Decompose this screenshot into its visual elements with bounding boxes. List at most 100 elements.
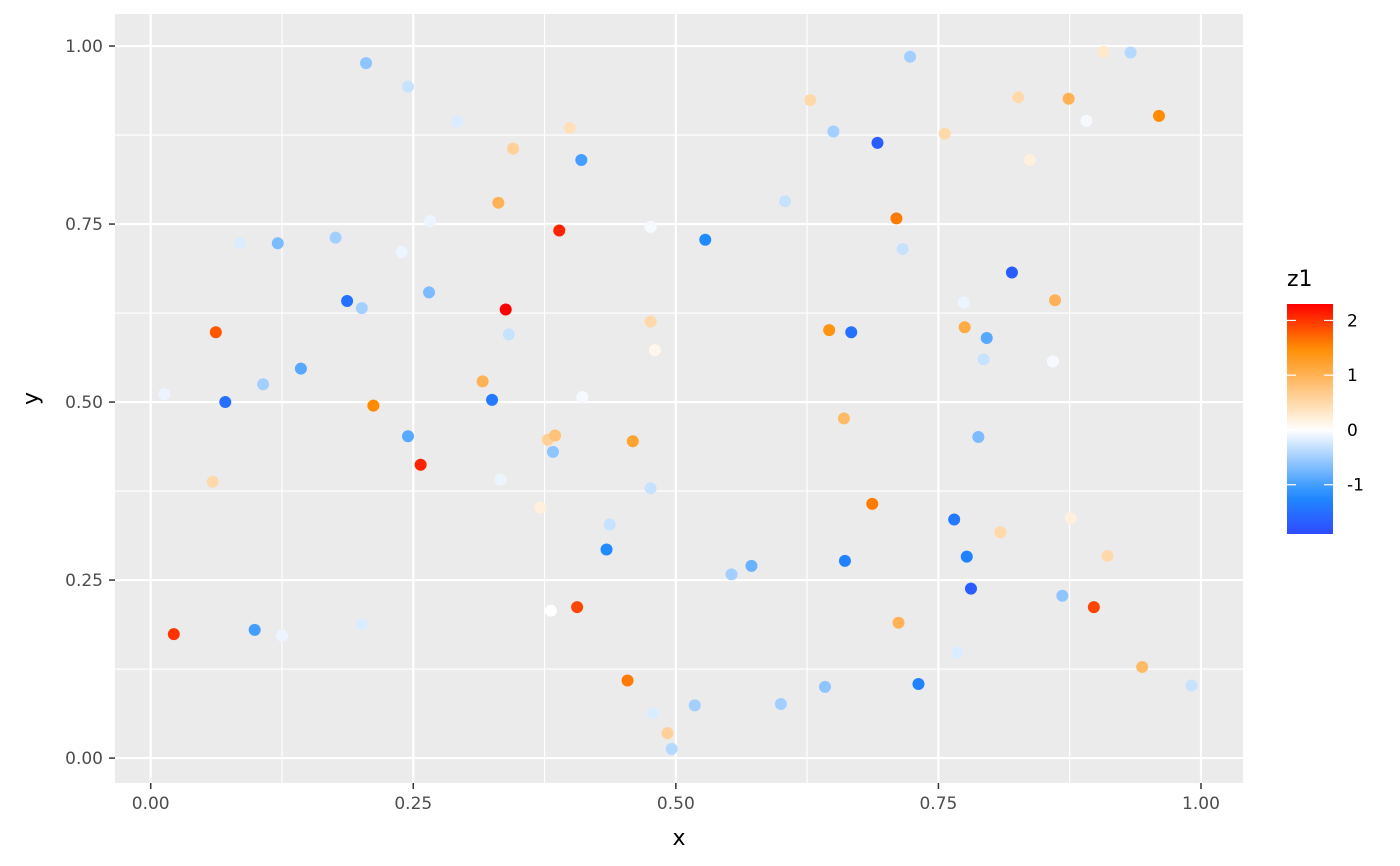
data-point (209, 326, 222, 339)
data-point (1064, 512, 1077, 525)
data-point (779, 195, 792, 208)
data-point (871, 136, 884, 149)
data-point (451, 115, 464, 128)
data-point (1062, 92, 1075, 105)
data-point (621, 674, 634, 687)
data-point (499, 303, 512, 316)
data-point (219, 396, 232, 409)
data-point (158, 388, 171, 401)
data-point (1152, 109, 1165, 122)
y-tick-label: 0.25 (65, 571, 103, 591)
data-point (838, 554, 851, 567)
data-point (603, 518, 616, 531)
data-point (424, 215, 437, 228)
data-point (977, 353, 990, 366)
data-point (395, 245, 408, 258)
data-point (402, 80, 415, 93)
data-point (414, 458, 427, 471)
data-point (866, 497, 879, 510)
data-point (329, 231, 342, 244)
data-point (206, 475, 219, 488)
y-tick-label: 1.00 (65, 37, 103, 57)
data-point (699, 233, 712, 246)
data-point (423, 286, 436, 299)
data-point (275, 629, 288, 642)
data-point (745, 559, 758, 572)
data-point (576, 391, 589, 404)
minor-gridlines (115, 14, 1243, 783)
data-point (948, 513, 961, 526)
data-point (661, 727, 674, 740)
x-axis: 0.00 0.25 0.50 0.75 1.00 (132, 783, 1220, 814)
data-point (912, 678, 925, 691)
data-point (1097, 45, 1110, 58)
plot-panel (115, 14, 1243, 783)
data-point (1080, 114, 1093, 127)
data-point (904, 50, 917, 63)
data-point (600, 543, 613, 556)
data-point (774, 697, 787, 710)
color-legend: z1 2 1 0 -1 (1287, 267, 1364, 534)
data-point (644, 315, 657, 328)
data-point (1087, 601, 1100, 614)
data-point (571, 601, 584, 614)
data-point (492, 196, 505, 209)
y-axis-title: y (19, 392, 44, 405)
legend-tick-label: 2 (1347, 311, 1358, 331)
x-tick-label: 0.75 (919, 794, 957, 814)
data-point (964, 582, 977, 595)
data-point (1101, 549, 1114, 562)
data-point (648, 344, 661, 357)
data-point (1012, 91, 1025, 104)
data-point (476, 375, 489, 388)
legend-tick-label: -1 (1347, 476, 1364, 496)
data-point (1005, 266, 1018, 279)
data-point (688, 699, 701, 712)
y-tick-label: 0.50 (65, 393, 103, 413)
data-point (890, 212, 903, 225)
major-gridlines (115, 14, 1243, 783)
data-point (1046, 355, 1059, 368)
x-tick-label: 0.25 (394, 794, 432, 814)
data-point (980, 331, 993, 344)
data-point (494, 473, 507, 486)
data-point (341, 294, 354, 307)
x-tick-label: 0.50 (657, 794, 695, 814)
data-point (1056, 589, 1069, 602)
data-point (360, 57, 373, 70)
x-tick-label: 1.00 (1182, 794, 1220, 814)
data-point (355, 618, 368, 631)
data-point (951, 646, 964, 659)
data-point (367, 399, 380, 412)
data-point (804, 94, 817, 107)
data-point (1023, 153, 1036, 166)
legend-tick-label: 0 (1347, 421, 1358, 441)
data-point (665, 742, 678, 755)
legend-ticks: 2 1 0 -1 (1287, 311, 1364, 496)
data-point (957, 296, 970, 309)
data-point (248, 623, 261, 636)
data-point (233, 237, 246, 250)
data-point (546, 445, 559, 458)
x-tick-label: 0.00 (132, 794, 170, 814)
data-point (507, 142, 520, 155)
data-point (167, 628, 180, 641)
x-axis-title: x (672, 826, 685, 851)
data-point (1185, 679, 1198, 692)
data-point (644, 220, 657, 233)
legend-title: z1 (1287, 267, 1313, 292)
data-point (994, 526, 1007, 539)
data-point (938, 127, 951, 140)
data-point (626, 435, 639, 448)
data-point (644, 482, 657, 495)
data-point (402, 430, 415, 443)
data-point (725, 568, 738, 581)
data-point (355, 302, 368, 315)
data-point (958, 321, 971, 334)
y-axis: 0.00 0.25 0.50 0.75 1.00 (65, 37, 115, 769)
data-point (563, 121, 576, 134)
data-point (1049, 294, 1061, 307)
data-point (486, 393, 499, 406)
data-point (818, 680, 831, 693)
